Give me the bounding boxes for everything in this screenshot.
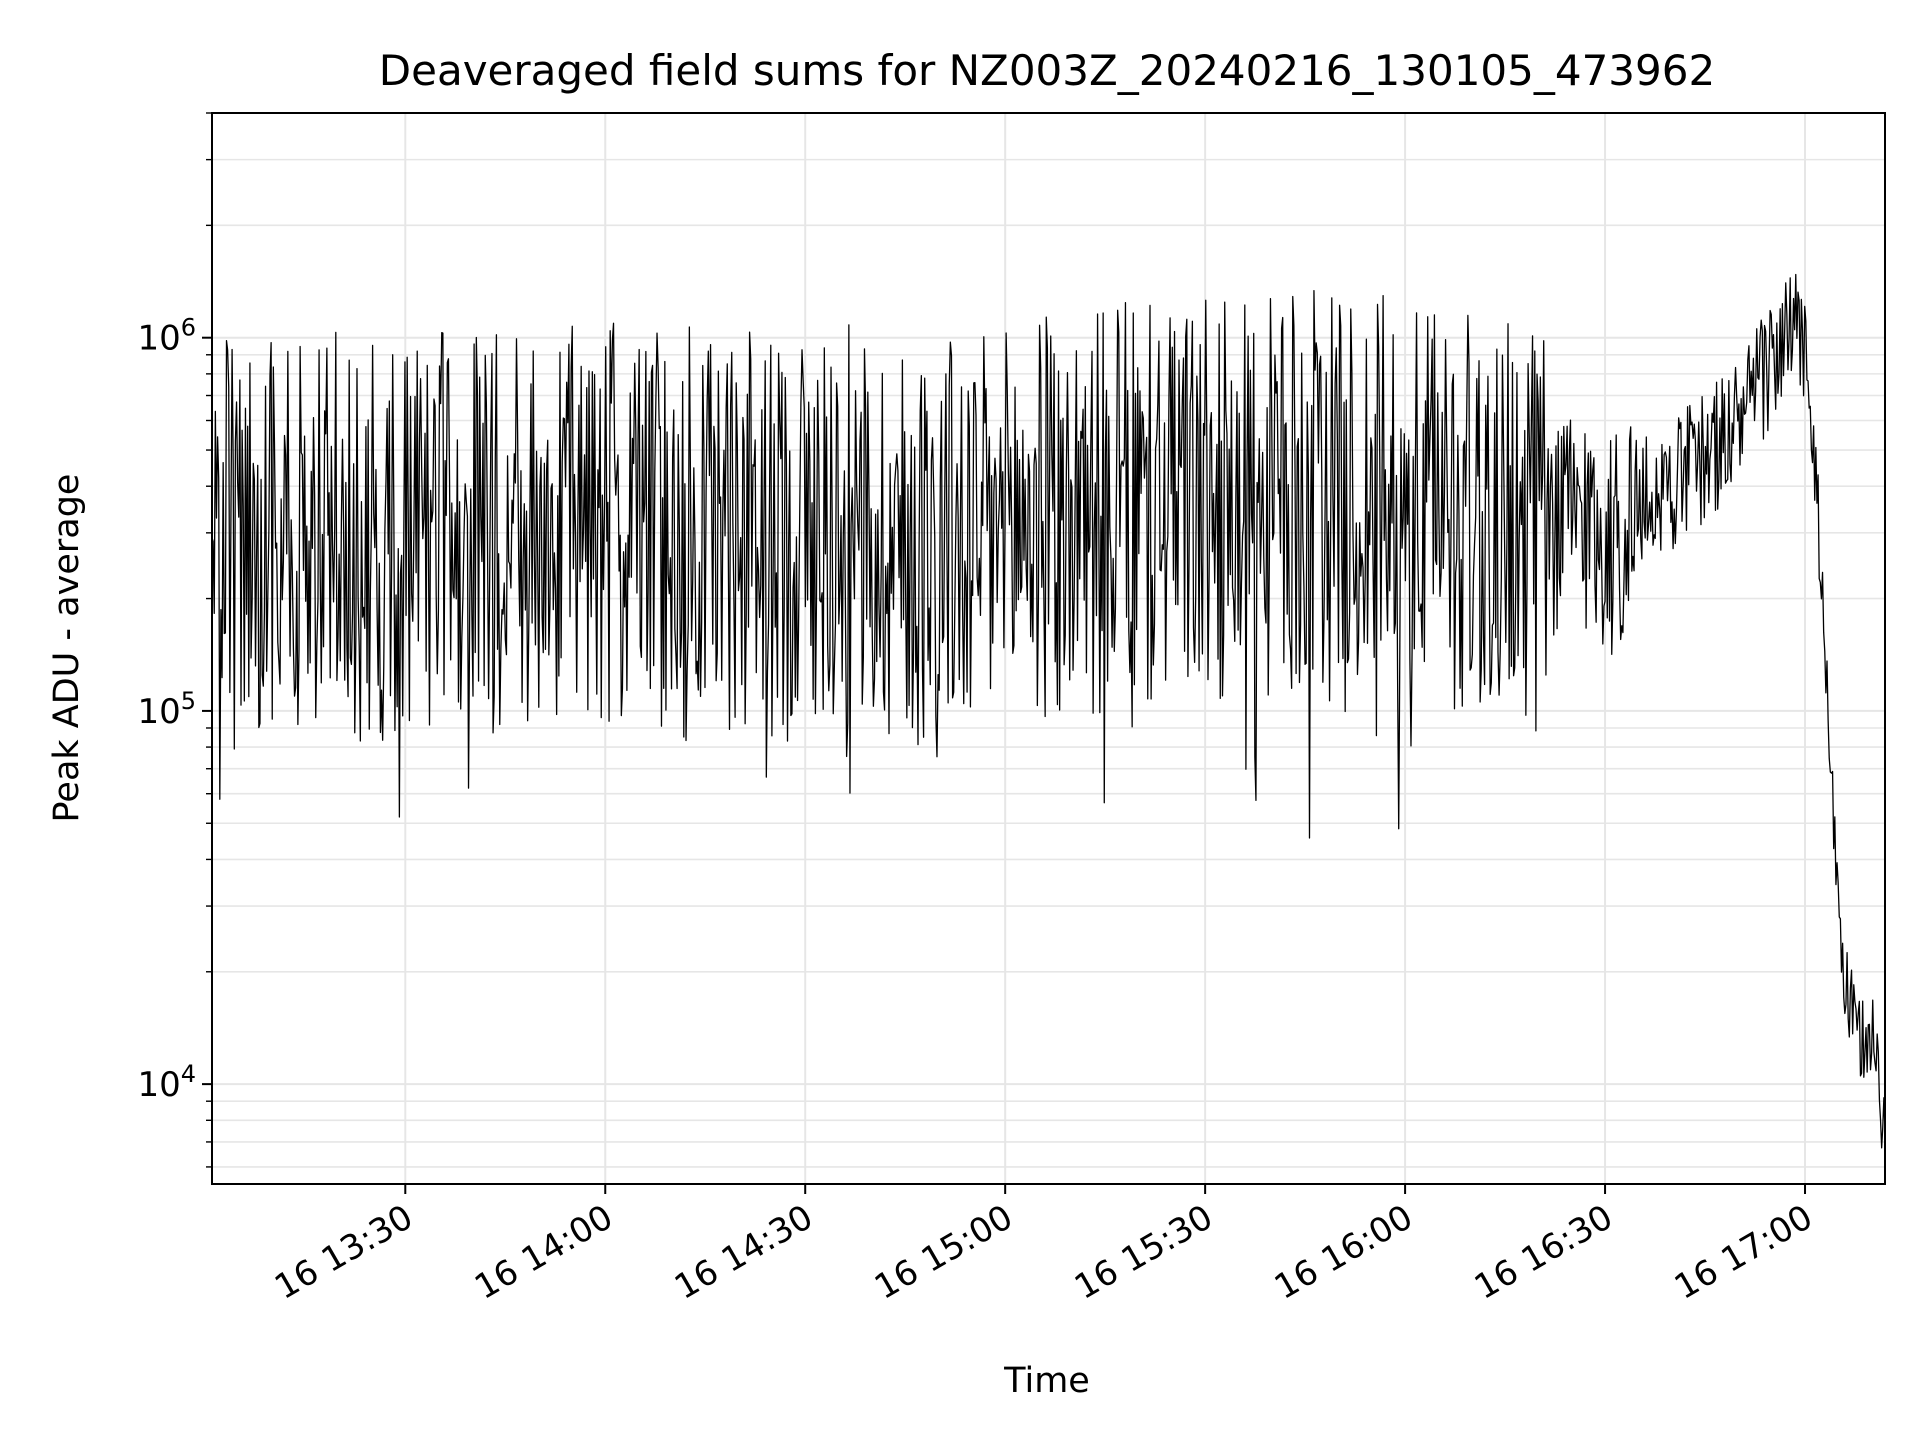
x-axis-label: Time [1003,1361,1090,1401]
x-tick-label: 16 13:30 [268,1197,420,1308]
y-axis-label: Peak ADU - average [47,474,87,823]
series-line [211,273,1886,1149]
x-tick-label: 16 16:30 [1468,1197,1620,1308]
grid-layer [212,112,1885,1184]
x-tick-label: 16 14:00 [468,1197,620,1308]
x-tick-label: 16 15:30 [1068,1197,1220,1308]
y-tick-label: 104 [137,1060,196,1105]
x-tick-label: 16 17:00 [1668,1197,1820,1308]
x-tick-label: 16 15:00 [868,1197,1020,1308]
x-tick-label: 16 14:30 [668,1197,820,1308]
y-tick-label: 106 [137,314,196,359]
plot-frame [211,112,1886,1185]
x-tick-label: 16 16:00 [1268,1197,1420,1308]
y-tick-label: 105 [137,687,196,732]
chart-title: Deaveraged field sums for NZ003Z_2024021… [379,46,1715,95]
series-layer [211,273,1886,1149]
